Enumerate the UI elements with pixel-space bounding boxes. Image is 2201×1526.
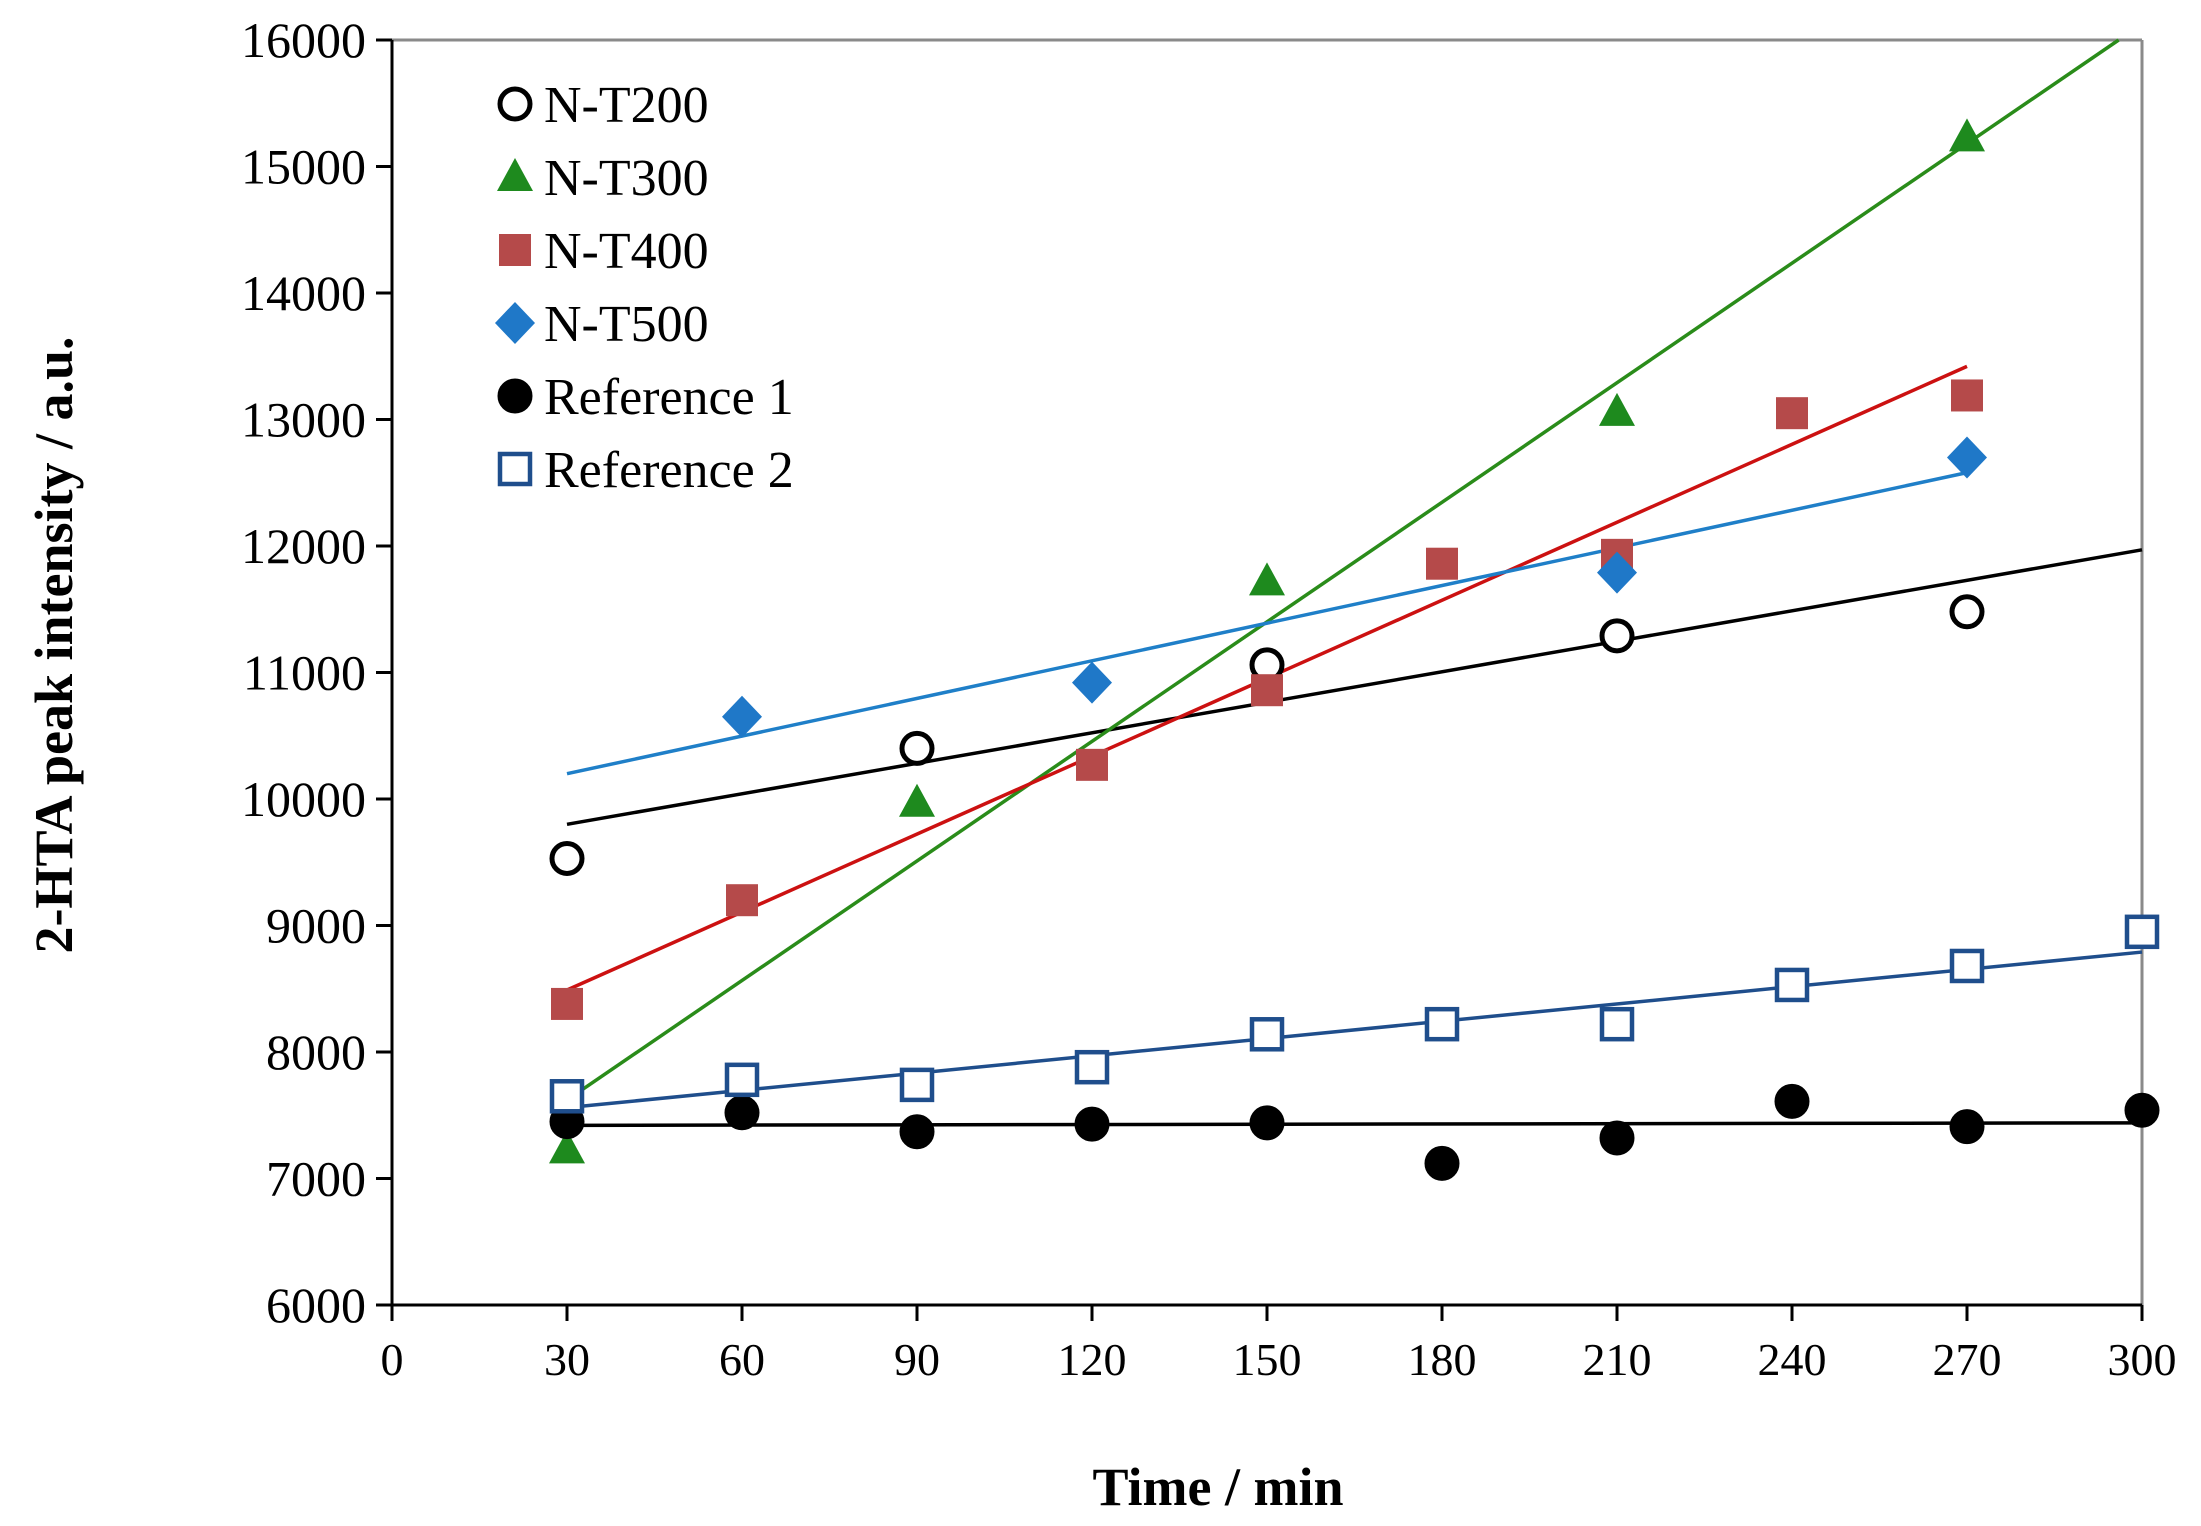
point-n-t500 xyxy=(722,695,762,738)
point-n-t200 xyxy=(549,840,585,876)
trendline-reference-1 xyxy=(566,1121,2143,1128)
trendline-n-t300 xyxy=(566,38,2120,1102)
y-tick-label: 16000 xyxy=(241,12,366,68)
point-n-t300 xyxy=(899,783,935,817)
point-n-t200 xyxy=(899,730,935,766)
legend-item-reference-2: Reference 2 xyxy=(497,442,794,499)
y-tick-label: 15000 xyxy=(241,139,366,195)
x-tick-label: 210 xyxy=(1583,1334,1652,1385)
y-tick-label: 11000 xyxy=(243,645,366,701)
point-reference-1 xyxy=(724,1095,760,1131)
x-tick-label: 240 xyxy=(1758,1334,1827,1385)
point-n-t500 xyxy=(1947,436,1987,479)
point-reference-2 xyxy=(2124,914,2160,950)
point-reference-1 xyxy=(1074,1106,1110,1142)
x-tick-label: 0 xyxy=(381,1334,404,1385)
axes xyxy=(376,38,2144,1321)
y-tick-label: 14000 xyxy=(241,265,366,321)
point-n-t400 xyxy=(726,884,758,917)
legend-label-n-t300: N-T300 xyxy=(544,150,709,207)
x-axis-title: Time / min xyxy=(1092,1457,1343,1517)
point-n-t400 xyxy=(1776,397,1808,430)
point-reference-1 xyxy=(899,1114,935,1150)
point-n-t400 xyxy=(551,987,583,1020)
trendlines xyxy=(566,38,2143,1128)
legend-label-n-t200: N-T200 xyxy=(544,77,709,134)
legend-label-reference-1: Reference 1 xyxy=(544,369,794,426)
y-axis-title: 2-HTA peak intensity / a.u. xyxy=(24,336,84,953)
trendline-n-t200 xyxy=(566,548,2143,827)
point-n-t500 xyxy=(1072,661,1112,704)
legend-item-n-t400: N-T400 xyxy=(499,223,709,280)
legend-label-n-t400: N-T400 xyxy=(544,223,709,280)
legend-marker-n-t400 xyxy=(499,234,531,266)
point-reference-2 xyxy=(1424,1006,1460,1042)
point-n-t400 xyxy=(1951,379,1983,412)
point-n-t200 xyxy=(1599,618,1635,654)
point-reference-1 xyxy=(1949,1109,1985,1145)
legend-marker-reference-2 xyxy=(497,451,533,487)
y-tick-label: 12000 xyxy=(241,518,366,574)
x-tick-label: 60 xyxy=(719,1334,765,1385)
data-markers xyxy=(549,118,2160,1181)
point-reference-2 xyxy=(724,1062,760,1098)
tick-labels: 6000 7000 8000 9000 10000 11000 12000 13000 1400… xyxy=(241,12,2177,1385)
point-n-t300 xyxy=(1949,118,1985,152)
point-reference-1 xyxy=(1599,1120,1635,1156)
x-tick-label: 270 xyxy=(1933,1334,2002,1385)
x-tick-label: 150 xyxy=(1233,1334,1302,1385)
point-n-t300 xyxy=(1599,392,1635,426)
point-n-t500 xyxy=(1597,551,1637,594)
point-reference-2 xyxy=(549,1079,585,1114)
point-reference-2 xyxy=(1774,967,1810,1003)
point-reference-2 xyxy=(1074,1049,1110,1085)
legend-item-reference-1: Reference 1 xyxy=(497,369,794,426)
y-tick-label: 7000 xyxy=(266,1151,366,1207)
point-n-t400 xyxy=(1076,748,1108,781)
y-tick-label: 8000 xyxy=(266,1024,366,1080)
x-tick-label: 90 xyxy=(894,1334,940,1385)
y-tick-label: 9000 xyxy=(266,898,366,954)
y-tick-label: 13000 xyxy=(241,392,366,448)
legend-item-n-t500: N-T500 xyxy=(495,296,709,353)
legend: N-T200 N-T300 N-T400 N-T500 Reference 1 Refer… xyxy=(495,77,794,499)
point-n-t300 xyxy=(1249,562,1285,596)
x-tick-label: 300 xyxy=(2108,1334,2177,1385)
point-reference-2 xyxy=(899,1067,935,1103)
legend-item-n-t200: N-T200 xyxy=(497,77,709,134)
y-tick-label: 6000 xyxy=(266,1277,366,1333)
x-tick-label: 120 xyxy=(1058,1334,1127,1385)
point-n-t400 xyxy=(1426,547,1458,580)
point-reference-1 xyxy=(1774,1083,1810,1119)
point-reference-2 xyxy=(1949,948,1985,984)
x-tick-label: 30 xyxy=(544,1334,590,1385)
point-n-t200 xyxy=(1949,594,1985,630)
point-reference-1 xyxy=(1249,1105,1285,1141)
legend-label-n-t500: N-T500 xyxy=(544,296,709,353)
point-n-t300 xyxy=(549,1130,585,1164)
legend-marker-n-t300 xyxy=(497,158,533,191)
legend-item-n-t300: N-T300 xyxy=(497,150,709,207)
legend-label-reference-2: Reference 2 xyxy=(544,442,794,499)
point-reference-2 xyxy=(1599,1006,1635,1042)
x-tick-label: 180 xyxy=(1408,1334,1477,1385)
trendline-reference-2 xyxy=(566,950,2143,1110)
y-tick-label: 10000 xyxy=(241,771,366,827)
point-n-t400 xyxy=(1251,674,1283,707)
legend-marker-n-t200 xyxy=(497,86,533,122)
point-reference-1 xyxy=(2124,1092,2160,1128)
legend-marker-reference-1 xyxy=(497,378,533,414)
point-reference-1 xyxy=(1424,1145,1460,1181)
point-reference-2 xyxy=(1249,1017,1285,1052)
legend-marker-n-t500 xyxy=(495,302,535,344)
trendline-n-t500 xyxy=(566,470,1968,776)
